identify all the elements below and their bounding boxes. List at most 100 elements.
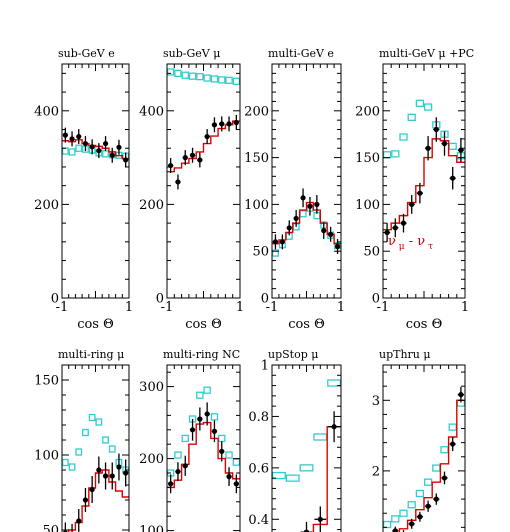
chart-panel: 0 200 400 -1 1 sub-GeV e cos Θ	[34, 47, 133, 332]
no-oscillation-box	[196, 72, 204, 81]
no-oscillation-box	[383, 520, 392, 529]
data-point	[116, 139, 122, 155]
y-tick-label: 100	[34, 449, 59, 464]
y-tick-label: 0	[261, 292, 269, 307]
data-point	[62, 127, 68, 143]
data-marker	[441, 475, 448, 481]
no-oscillation-box	[108, 445, 116, 453]
no-oscillation-box	[327, 379, 341, 387]
panel-title: multi-GeV e	[268, 47, 334, 60]
no-oscillation-box	[423, 478, 433, 486]
data-marker	[76, 518, 82, 524]
no-oscillation-box	[196, 391, 204, 399]
x-axis-label: cos Θ	[288, 317, 325, 332]
data-marker	[219, 448, 225, 454]
data-marker	[96, 147, 102, 154]
data-point	[71, 524, 73, 532]
no-oscillation-box	[218, 76, 226, 84]
data-marker	[123, 157, 129, 163]
no-oscillation-box	[167, 68, 175, 76]
no-oscillation-box	[232, 77, 240, 85]
data-point	[102, 462, 109, 490]
data-point	[168, 474, 174, 494]
no-oscillation-box	[210, 413, 219, 421]
data-point	[300, 188, 306, 208]
data-point	[102, 136, 109, 152]
oscillation-fit-line	[167, 421, 240, 489]
data-marker	[233, 481, 239, 487]
data-marker	[204, 411, 210, 417]
data-marker	[76, 133, 82, 140]
no-oscillation-box	[174, 69, 182, 78]
data-point	[82, 136, 89, 152]
dash: -	[405, 234, 418, 249]
data-point	[197, 152, 203, 168]
oscillation-fit-line	[272, 201, 341, 245]
data-point	[408, 195, 415, 214]
data-point	[400, 213, 407, 233]
no-oscillation-box	[299, 464, 314, 472]
oscillation-fit-line	[312, 426, 341, 532]
data-point	[175, 174, 181, 190]
y-tick-label: 300	[139, 380, 164, 395]
y-tick-label: 50	[363, 245, 380, 260]
y-tick-label: 1	[261, 359, 269, 374]
y-tick-label: 2	[372, 464, 380, 479]
oscillation-label-text: ν μ - ν τ	[388, 234, 433, 252]
data-marker	[433, 126, 439, 133]
y-tick-label: 0.8	[248, 410, 269, 425]
data-point	[433, 493, 440, 505]
data-point	[416, 182, 423, 204]
nu-symbol: ν	[417, 234, 425, 249]
data-marker	[384, 229, 390, 236]
data-marker	[317, 516, 323, 522]
data-point	[425, 136, 432, 161]
data-marker	[409, 201, 415, 207]
no-oscillation-box	[181, 71, 189, 79]
data-marker	[82, 497, 89, 503]
data-point	[76, 509, 82, 532]
data-marker	[96, 467, 102, 473]
mu-subscript: μ	[396, 242, 405, 252]
data-marker	[293, 215, 299, 222]
data-marker	[219, 121, 225, 127]
data-marker	[441, 140, 448, 147]
data-marker	[116, 464, 122, 470]
data-marker	[168, 481, 174, 487]
y-tick-label: 150	[355, 151, 380, 166]
data-point	[286, 220, 292, 236]
no-oscillation-box	[181, 434, 189, 443]
data-marker	[425, 503, 431, 509]
data-marker	[433, 496, 439, 502]
data-point	[89, 476, 95, 503]
data-point	[189, 419, 196, 441]
data-marker	[109, 473, 115, 479]
no-oscillation-box	[313, 433, 328, 441]
y-tick-label: 0	[51, 292, 59, 307]
data-point	[233, 115, 239, 130]
no-oscillation-box	[62, 147, 69, 155]
data-marker	[450, 441, 456, 447]
data-marker	[102, 473, 109, 479]
y-tick-label: 150	[244, 151, 269, 166]
data-point	[96, 143, 102, 159]
x-tick-label: -1	[266, 300, 279, 315]
data-marker	[189, 427, 196, 433]
data-point	[96, 456, 102, 484]
y-tick-label: 50	[42, 524, 59, 532]
y-tick-label: 100	[139, 524, 164, 532]
plot-area	[383, 386, 465, 532]
no-oscillation-box	[82, 428, 89, 437]
data-point	[204, 129, 210, 145]
tau-subscript: τ	[425, 242, 433, 252]
data-marker	[409, 521, 415, 527]
no-oscillation-box	[407, 113, 416, 122]
x-tick-label: -1	[161, 300, 174, 315]
plot-area	[167, 386, 240, 494]
chart-panel: 0 50 100 150 200 -1 1 multi-GeV e cos Θ	[244, 47, 345, 332]
panel-title: sub-GeV e	[58, 47, 115, 60]
data-marker	[314, 201, 320, 207]
y-tick-label: 200	[355, 104, 380, 119]
data-marker	[286, 225, 292, 231]
